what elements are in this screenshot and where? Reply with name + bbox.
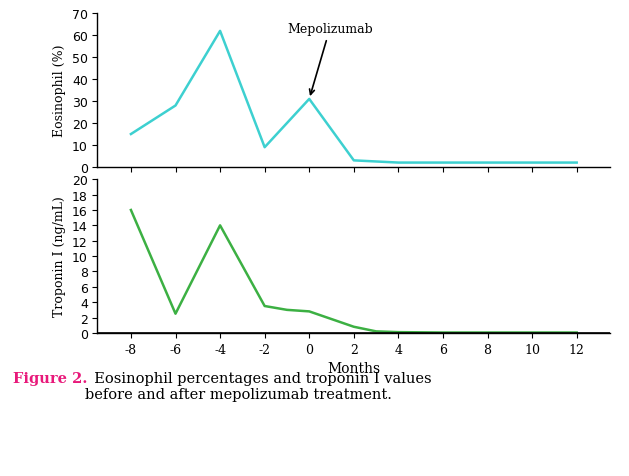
Text: Figure 2.: Figure 2. [13,371,87,385]
Y-axis label: Troponin I (ng/mL): Troponin I (ng/mL) [53,196,66,317]
X-axis label: Months: Months [327,361,381,376]
Text: Eosinophil percentages and troponin I values
before and after mepolizumab treatm: Eosinophil percentages and troponin I va… [85,371,431,401]
Y-axis label: Eosinophil (%): Eosinophil (%) [53,45,66,137]
Text: Mepolizumab: Mepolizumab [287,23,373,95]
